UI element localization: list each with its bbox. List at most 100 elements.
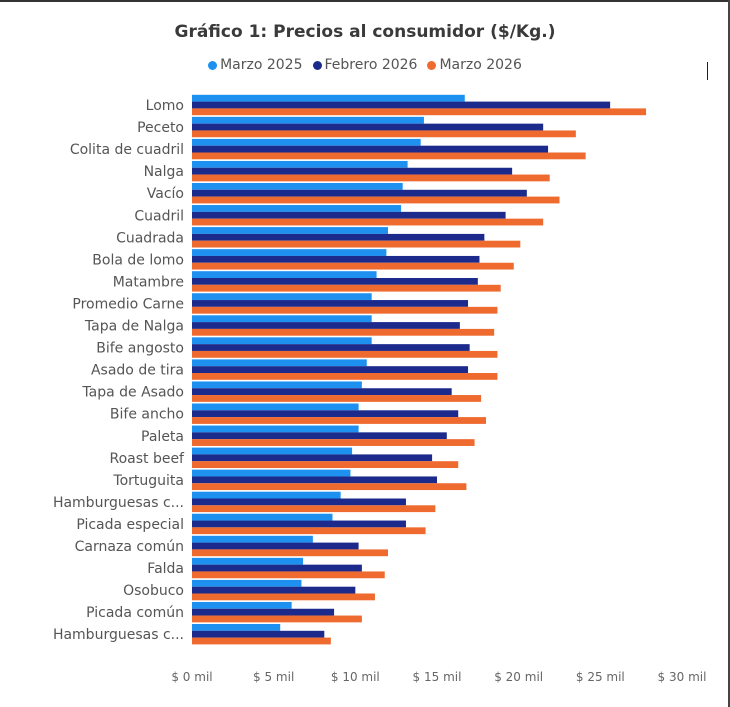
bar[interactable] [192,593,375,601]
bar[interactable] [192,152,586,160]
category-label: Tortuguita [112,473,184,489]
legend-item-marzo-2026[interactable]: Marzo 2026 [427,57,522,73]
category-label: Cuadrada [116,230,184,246]
legend-item-febrero-2026[interactable]: Febrero 2026 [312,57,418,73]
legend-item-marzo-2025[interactable]: Marzo 2025 [208,57,303,73]
bar[interactable] [192,116,424,124]
bar[interactable] [192,218,544,226]
bar[interactable] [192,160,408,168]
category-label: Asado de tira [91,363,184,379]
bar[interactable] [192,403,359,411]
bar[interactable] [192,483,467,491]
legend-label: Marzo 2026 [439,57,522,73]
bar[interactable] [192,513,333,521]
bar[interactable] [192,579,302,587]
bar[interactable] [192,432,447,440]
bar[interactable] [192,123,544,131]
category-label: Tapa de Asado [81,385,184,401]
bar[interactable] [192,278,478,285]
bar[interactable] [192,205,402,212]
bar[interactable] [192,262,514,270]
bar[interactable] [192,520,406,528]
bar[interactable] [192,350,498,358]
bar[interactable] [192,233,485,241]
bar[interactable] [192,183,403,190]
bar[interactable] [192,630,325,638]
bar[interactable] [192,601,292,609]
bar[interactable] [192,322,460,329]
bar[interactable] [192,469,351,477]
bar[interactable] [192,211,506,219]
category-label: Hamburguesas c... [53,627,184,643]
bar[interactable] [192,571,385,579]
bar[interactable] [192,417,486,424]
legend-label: Febrero 2026 [324,57,418,73]
bar[interactable] [192,425,359,433]
category-label: Colita de cuadril [70,142,184,158]
chart-legend[interactable]: Marzo 2025 Febrero 2026 Marzo 2026 [0,57,730,73]
category-label: Falda [147,561,184,577]
bar[interactable] [192,535,313,543]
bar[interactable] [192,337,372,345]
x-tick-label: $ 10 mil [331,670,380,684]
category-label: Hamburguesas c... [53,495,184,511]
bar[interactable] [192,196,560,204]
bar[interactable] [192,586,356,594]
bar[interactable] [192,388,452,396]
bar[interactable] [192,101,611,109]
bar[interactable] [192,608,335,616]
bar[interactable] [192,410,459,418]
bar[interactable] [192,373,498,380]
category-labels: Lomo Peceto Colita de cuadril Nalga Vacío Cua… [53,98,185,643]
x-axis-ticks: $ 0 mil $ 5 mil $ 10 mil $ 15 mil $ 20 mil $ … [171,670,706,684]
bar[interactable] [192,227,388,234]
bar[interactable] [192,94,465,102]
category-label: Matambre [113,274,184,290]
bar[interactable] [192,300,469,307]
bar[interactable] [192,624,281,631]
bar[interactable] [192,145,549,153]
bar[interactable] [192,549,388,557]
bar[interactable] [192,439,475,446]
bar[interactable] [192,381,362,389]
bar[interactable] [192,505,436,513]
bar[interactable] [192,527,426,535]
bar[interactable] [192,359,367,367]
bar[interactable] [192,476,437,484]
bar[interactable] [192,167,513,175]
legend-dot-icon [208,60,218,70]
bar[interactable] [192,461,459,468]
category-label: Paleta [141,429,184,445]
bar[interactable] [192,395,482,402]
bar[interactable] [192,255,480,263]
bar[interactable] [192,130,576,138]
bar[interactable] [192,315,372,323]
bar[interactable] [192,284,501,292]
bar[interactable] [192,366,469,373]
bar[interactable] [192,491,341,499]
bar[interactable] [192,498,406,506]
category-label: Cuadril [134,208,184,224]
bar[interactable] [192,542,359,550]
bar[interactable] [192,138,421,146]
bar[interactable] [192,174,550,182]
bar[interactable] [192,615,362,623]
bar[interactable] [192,189,527,197]
bar[interactable] [192,344,470,351]
bar[interactable] [192,328,495,336]
bar[interactable] [192,557,304,565]
bar[interactable] [192,306,498,314]
bar[interactable] [192,271,377,278]
text-cursor [707,62,708,80]
bar[interactable] [192,249,387,256]
legend-dot-icon [427,60,437,70]
bar[interactable] [192,564,362,572]
bar[interactable] [192,293,372,301]
category-label: Picada especial [76,517,184,533]
bar[interactable] [192,637,331,645]
bar[interactable] [192,454,433,462]
bar[interactable] [192,108,647,116]
category-label: Bife ancho [110,407,184,423]
bar[interactable] [192,240,521,248]
bar[interactable] [192,447,353,455]
